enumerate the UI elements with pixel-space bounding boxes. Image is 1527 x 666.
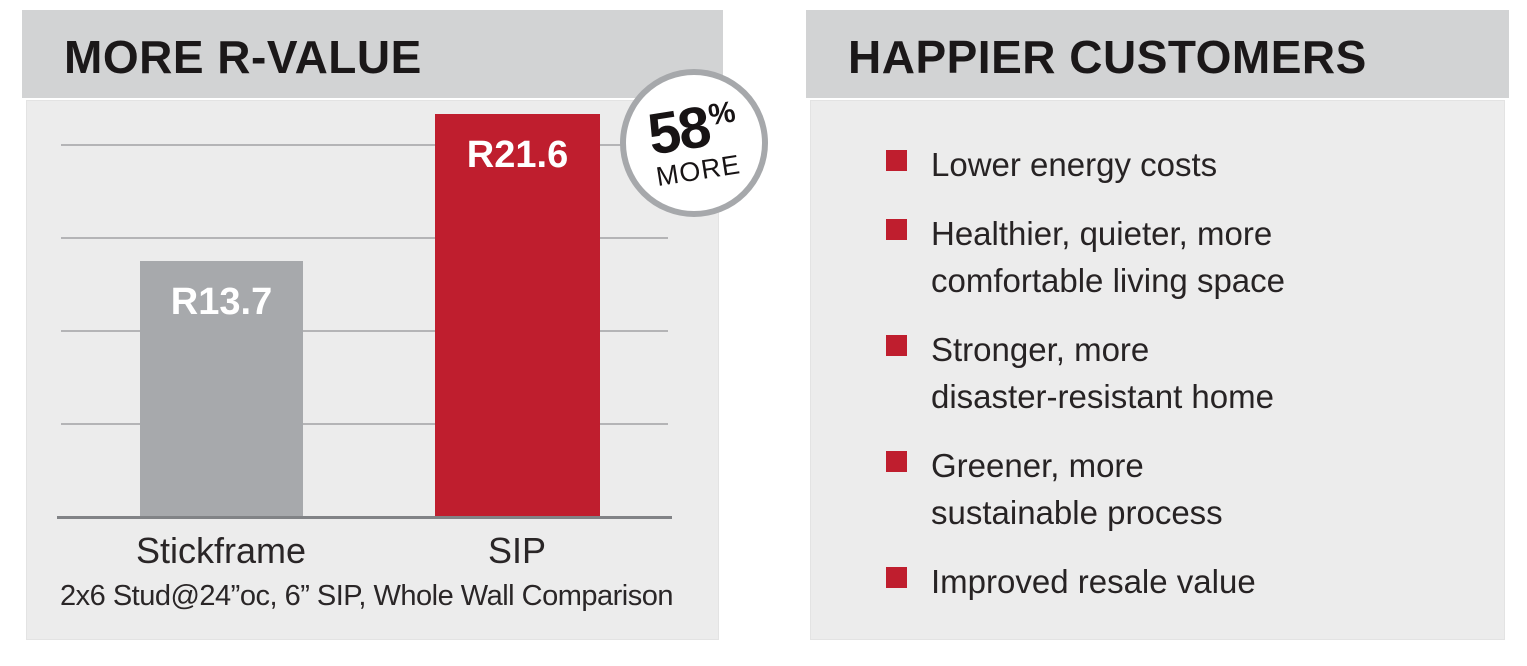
percent-more-badge: 58% MORE [620, 69, 768, 217]
square-bullet-icon [886, 451, 907, 472]
chart-caption: 2x6 Stud@24”oc, 6” SIP, Whole Wall Compa… [60, 580, 674, 612]
benefit-item-4: Greener, more sustainable process [886, 442, 1484, 536]
bar-value-label-sip: R21.6 [466, 134, 569, 176]
x-axis-label-stickframe: Stickframe [135, 530, 307, 571]
benefit-item-5: Improved resale value [886, 558, 1484, 605]
percent-icon: % [706, 95, 739, 133]
x-axis-baseline [57, 516, 672, 519]
benefit-item-1: Lower energy costs [886, 141, 1484, 188]
square-bullet-icon [886, 219, 907, 240]
happier-customers-header: HAPPIER CUSTOMERS [806, 10, 1509, 98]
x-axis-label-sip: SIP [487, 530, 547, 571]
benefit-item-text: Greener, more sustainable process [931, 447, 1223, 531]
gridline-5 [61, 423, 668, 425]
benefit-item-text: Lower energy costs [931, 146, 1218, 183]
square-bullet-icon [886, 567, 907, 588]
bar-stickframe: R13.7 [140, 261, 303, 516]
bar-sip: R21.6 [435, 114, 600, 516]
bar-value-label-stickframe: R13.7 [170, 281, 273, 323]
happier-customers-panel: HAPPIER CUSTOMERS Lower energy costs Heal… [806, 10, 1509, 646]
benefit-item-3: Stronger, more disaster-resistant home [886, 326, 1484, 420]
benefits-list: Lower energy costs Healthier, quieter, mo… [811, 101, 1504, 605]
r-value-panel-header: MORE R-VALUE [22, 10, 723, 98]
r-value-panel: MORE R-VALUE R13.7 R21.6 Stickframe SIP 2… [22, 10, 768, 646]
square-bullet-icon [886, 335, 907, 356]
benefit-item-2: Healthier, quieter, more comfortable liv… [886, 210, 1484, 304]
benefit-item-text: Healthier, quieter, more comfortable liv… [931, 215, 1286, 299]
gridline-15 [61, 237, 668, 239]
square-bullet-icon [886, 150, 907, 171]
happier-customers-title: HAPPIER CUSTOMERS [848, 31, 1367, 83]
r-value-panel-title: MORE R-VALUE [64, 31, 422, 83]
benefit-item-text: Stronger, more disaster-resistant home [931, 331, 1274, 415]
r-value-chart-area: R13.7 R21.6 Stickframe SIP 2x6 Stud@24”oc… [26, 100, 719, 640]
percent-more-badge-text: 58% MORE [644, 89, 745, 194]
gridline-20 [61, 144, 668, 146]
gridline-10 [61, 330, 668, 332]
benefits-list-area: Lower energy costs Healthier, quieter, mo… [810, 100, 1505, 640]
benefit-item-text: Improved resale value [931, 563, 1256, 600]
